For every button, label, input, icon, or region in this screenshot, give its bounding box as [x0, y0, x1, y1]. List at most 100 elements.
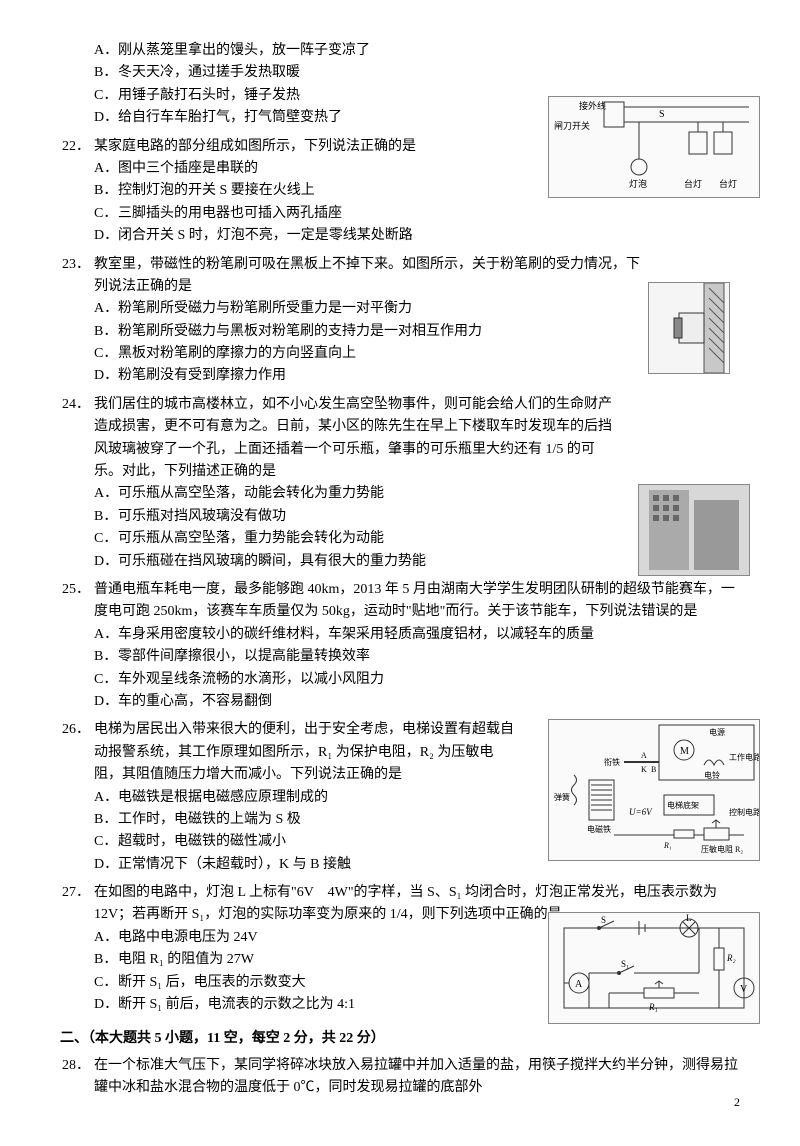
label-voltmeter: V [740, 984, 748, 995]
option-text: 三脚插头的用电器也可插入两孔插座 [118, 203, 342, 225]
label-power: 电源 [709, 727, 725, 737]
label-k: K [641, 765, 647, 774]
option-text: 闭合开关 S 时，灯泡不亮，一定是零线某处断路 [118, 225, 413, 247]
question-number: 24． [60, 394, 94, 416]
section-2-title: 二、（本大题共 5 小题，11 空，每空 2 分，共 22 分） [60, 1028, 740, 1050]
option-text: 用锤子敲打石头时，锤子发热 [118, 85, 300, 107]
label-ammeter: A [575, 979, 583, 990]
option-label: A． [94, 40, 118, 62]
option-text: 超载时，电磁铁的磁性减小 [118, 831, 286, 853]
option-label: D． [94, 691, 118, 713]
option: A．车身采用密度较小的碳纤维材料，车架采用轻质高强度铝材，以减轻车的质量 [94, 624, 740, 646]
label-r1: R₁ [663, 841, 672, 850]
question-27: S L R₂ V A S₁ R₁ [60, 882, 740, 1016]
option-text: 冬天天冷，通过搓手发热取暖 [118, 62, 300, 84]
label-bell: 电铃 [704, 770, 720, 780]
label-knife-switch: 闸刀开关 [554, 120, 590, 131]
option-label: D． [94, 107, 118, 129]
label-s: S [601, 915, 606, 925]
label-switch-s: S [659, 109, 665, 120]
option-text: 电阻 R₁ 的阻值为 27W [118, 949, 254, 971]
option: A．电磁铁是根据电磁感应原理制成的 [94, 787, 520, 809]
option-text: 刚从蒸笼里拿出的馒头，放一阵子变凉了 [118, 40, 370, 62]
label-bulb: 灯泡 [629, 178, 647, 189]
option-text: 工作时，电磁铁的上端为 S 极 [118, 809, 301, 831]
option-text: 可乐瓶碰在挡风玻璃的瞬间，具有很大的重力势能 [118, 551, 426, 573]
option-text: 车身采用密度较小的碳纤维材料，车架采用轻质高强度铝材，以减轻车的质量 [118, 624, 594, 646]
option-text: 正常情况下（未超载时），K 与 B 接触 [118, 854, 351, 876]
label-a: A [641, 751, 647, 760]
label-desk-lamp-2: 台灯 [719, 178, 737, 189]
question-number: 23． [60, 254, 94, 276]
option-label: C． [94, 85, 118, 107]
option-label: D． [94, 225, 118, 247]
option-text: 粉笔刷所受磁力与黑板对粉笔刷的支持力是一对相互作用力 [118, 321, 482, 343]
option-text: 可乐瓶从高空坠落，重力势能会转化为动能 [118, 528, 384, 550]
question-25: 25． 普通电瓶车耗电一度，最多能够跑 40km，2013 年 5 月由湖南大学… [60, 579, 740, 713]
option: D．车的重心高，不容易翻倒 [94, 691, 740, 713]
label-r2: 压敏电阻 R₂ [701, 844, 743, 854]
question-stem: 教室里，带磁性的粉笔刷可吸在黑板上不掉下来。如图所示，关于粉笔刷的受力情况，下列… [94, 254, 640, 299]
question-number: 27． [60, 882, 94, 904]
question-stem: 我们居住的城市高楼林立，如不小心发生高空坠物事件，则可能会给人们的生命财产造成损… [94, 394, 740, 484]
option: C．车外观呈线条流畅的水滴形，以减小风阻力 [94, 669, 740, 691]
question-number: 25． [60, 579, 94, 601]
option-text: 零部件间摩擦很小，以提高能量转换效率 [118, 646, 370, 668]
option: B．电阻 R₁ 的阻值为 27W [94, 949, 520, 971]
figure-26-circuit: 电源 M 工作电路 电铃 衔铁 A K B 弹簧 电磁铁 U=6V 电梯底架 控… [548, 719, 760, 861]
option-label: C． [94, 343, 118, 365]
option: C．三脚插头的用电器也可插入两孔插座 [94, 203, 520, 225]
option-text: 车的重心高，不容易翻倒 [118, 691, 272, 713]
option-text: 图中三个插座是串联的 [118, 158, 258, 180]
option-text: 断开 S₁ 前后，电流表的示数之比为 4:1 [118, 994, 355, 1016]
option: C．黑板对粉笔刷的摩擦力的方向竖直向上 [94, 343, 640, 365]
question-23: 23． 教室里，带磁性的粉笔刷可吸在黑板上不掉下来。如图所示，关于粉笔刷的受力情… [60, 254, 740, 388]
option-label: A． [94, 158, 118, 180]
question-24: 24． 我们居住的城市高楼林立，如不小心发生高空坠物事件，则可能会给人们的生命财… [60, 394, 740, 573]
question-number: 28． [60, 1055, 94, 1077]
label-motor: M [680, 746, 689, 757]
option-label: B． [94, 321, 118, 343]
label-spring: 弹簧 [554, 792, 570, 802]
option-label: C． [94, 203, 118, 225]
option-label: C． [94, 972, 118, 994]
label-electromagnet: 电磁铁 [587, 824, 611, 834]
figure-23-eraser [648, 282, 730, 374]
option-label: C． [94, 528, 118, 550]
option: A．图中三个插座是串联的 [94, 158, 520, 180]
option-label: D． [94, 365, 118, 387]
option: C．断开 S₁ 后，电压表的示数变大 [94, 972, 520, 994]
option-text: 电路中电源电压为 24V [118, 927, 258, 949]
option-label: B． [94, 180, 118, 202]
figure-27-circuit: S L R₂ V A S₁ R₁ [548, 912, 760, 1024]
question-22: 接外线 闸刀开关 S 灯泡 台灯 台灯 22． 某家庭电路的部分组成如图所示，下… [60, 136, 740, 248]
question-stem: 某家庭电路的部分组成如图所示，下列说法正确的是 [94, 136, 520, 158]
question-number: 26． [60, 719, 94, 741]
label-voltage: U=6V [629, 807, 653, 817]
label-control-circuit: 控制电路 [729, 807, 759, 817]
option-label: C． [94, 831, 118, 853]
figure-24-building [638, 484, 750, 576]
page-number: 2 [734, 1093, 740, 1112]
question-stem: 电梯为居民出入带来很大的便利，出于安全考虑，电梯设置有超载自动报警系统，其工作原… [94, 719, 520, 786]
option: B．零部件间摩擦很小，以提高能量转换效率 [94, 646, 740, 668]
label-r1: R₁ [648, 1002, 658, 1012]
option-text: 给自行车车胎打气，打气筒壁变热了 [118, 107, 342, 129]
option-text: 黑板对粉笔刷的摩擦力的方向竖直向上 [118, 343, 356, 365]
option-label: B． [94, 949, 118, 971]
label-elevator-base: 电梯底架 [667, 800, 699, 810]
option-label: A． [94, 787, 118, 809]
question-stem: 普通电瓶车耗电一度，最多能够跑 40km，2013 年 5 月由湖南大学学生发明… [94, 579, 740, 624]
option-label: D． [94, 994, 118, 1016]
option: D．断开 S₁ 前后，电流表的示数之比为 4:1 [94, 994, 520, 1016]
option-text: 可乐瓶从高空坠落，动能会转化为重力势能 [118, 483, 384, 505]
option-text: 粉笔刷没有受到摩擦力作用 [118, 365, 286, 387]
label-r2: R₂ [726, 953, 736, 963]
option: B．控制灯泡的开关 S 要接在火线上 [94, 180, 520, 202]
option-label: D． [94, 854, 118, 876]
option: C．超载时，电磁铁的磁性减小 [94, 831, 520, 853]
option: B．工作时，电磁铁的上端为 S 极 [94, 809, 520, 831]
label-external-wire: 接外线 [579, 100, 606, 111]
label-work-circuit: 工作电路 [729, 752, 759, 762]
option-label: A． [94, 624, 118, 646]
